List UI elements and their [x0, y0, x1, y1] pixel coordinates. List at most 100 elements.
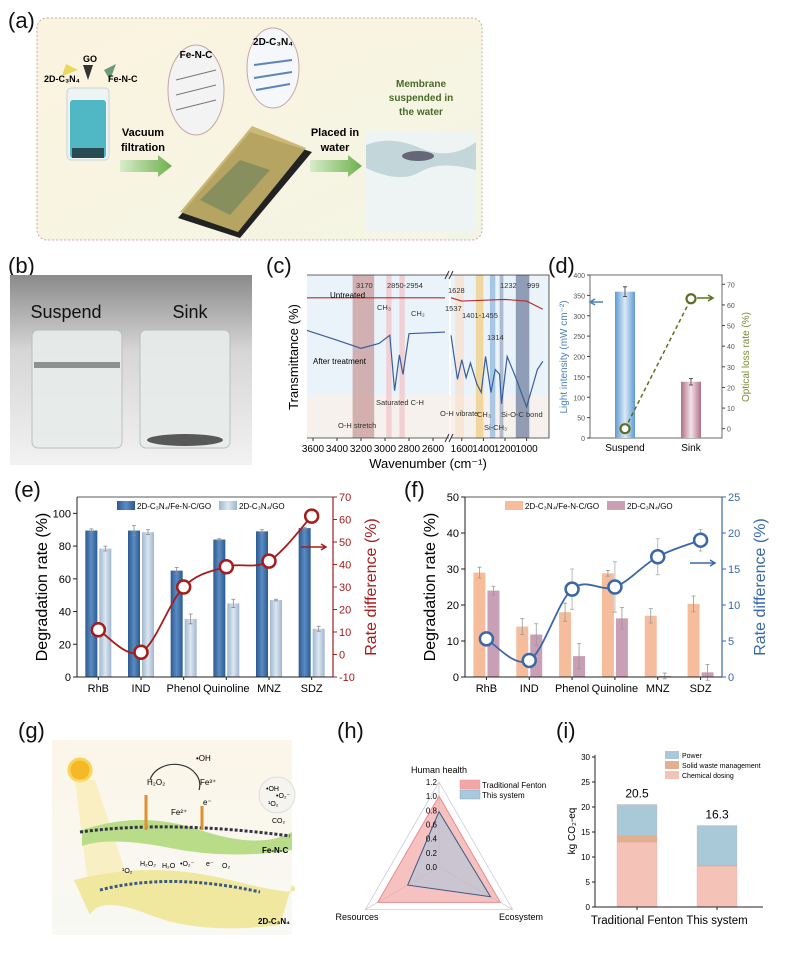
- optical-loss-line: [624, 298, 692, 430]
- spectrum-line-untreated: [450, 297, 544, 310]
- y-right-axis-label: Rate difference (%): [363, 518, 380, 656]
- bar-c3n4-fenc-go: [213, 539, 226, 677]
- axis-left-bottom: [76, 497, 333, 678]
- y-right-tick-label: 40: [727, 344, 735, 351]
- rate-difference-point: [650, 549, 666, 565]
- annotation-p1537: 1537: [445, 304, 462, 313]
- sunk-membrane: [147, 434, 223, 446]
- y-right-tick-label: -10: [339, 672, 355, 684]
- radial-tick-label: 0.2: [426, 849, 438, 858]
- y-right-tick-label: 60: [727, 303, 735, 310]
- legend-swatch: [665, 751, 679, 759]
- bar-light-intensity-suspend: [615, 291, 635, 438]
- legend-swatch: [459, 779, 481, 790]
- y-right-tick-label: 70: [727, 282, 735, 289]
- y-right-tick-label: 0: [339, 650, 345, 662]
- zoom-label-c3n4: 2D-C₃N₄: [253, 37, 293, 48]
- legend-label: Power: [682, 753, 703, 760]
- panel-label-f: (f): [404, 477, 425, 502]
- y-right-tick-label: 10: [727, 406, 735, 413]
- c3n4-lattice: [99, 879, 261, 894]
- bubble-1o2: ¹O₂: [268, 801, 279, 808]
- stacked-bar-power: [696, 825, 738, 866]
- y-left-tick-label: 100: [53, 508, 71, 520]
- low-h2o: H₂O: [162, 863, 176, 870]
- beaker-sink: [139, 329, 231, 449]
- y-right-tick-label: 20: [728, 528, 740, 540]
- panel-label-c: (c): [266, 253, 292, 278]
- annotation-p2850: 2850-2954: [387, 281, 423, 290]
- chart-h-radar: 0.0 0.2 0.4 0.6 0.8 1.0 1.2 Human health Resourc…: [335, 765, 546, 922]
- plot-frame: [589, 274, 723, 439]
- label-fe3: Fe³⁺: [200, 778, 216, 787]
- x-tick-label: 2600: [422, 444, 445, 455]
- membrane-flakes-shade: [200, 160, 270, 215]
- chart-f-degradation: 0 10 20 30 40 50 0 5 10 15 20 25 RhB IND Phenol Quinoli…: [422, 492, 769, 695]
- label-membrane-1: Membrane: [396, 79, 446, 90]
- y-right-tick-label: 0: [728, 672, 734, 684]
- axis-label-ecosystem: Ecosystem: [499, 912, 543, 922]
- legend-swatch: [607, 501, 625, 510]
- x-tick-label: This system: [686, 915, 747, 927]
- axis-label-human-health: Human health: [411, 765, 467, 775]
- error-bar: [648, 608, 653, 624]
- x-tick-label: 1200: [494, 444, 517, 455]
- rate-difference-point: [303, 508, 320, 524]
- annotation-sat_ch: Saturated C-H: [376, 398, 424, 407]
- error-bar: [103, 545, 108, 552]
- fenc-powder-icon: [104, 64, 116, 80]
- rate-difference-point: [564, 581, 580, 597]
- optical-loss-point: [685, 293, 697, 305]
- x-tick-label: RhB: [476, 683, 497, 695]
- y-left-axis-label: Light intensity (mW cm⁻²): [559, 300, 570, 413]
- rate-difference-point: [90, 622, 107, 638]
- legend-label: 2D-C₃N₄/GO: [239, 502, 285, 511]
- annotation-ch2: CH₂: [411, 309, 425, 318]
- y-left-tick-label: 10: [447, 636, 459, 648]
- error-bar: [146, 529, 150, 536]
- y-left-tick-label: 40: [59, 607, 71, 619]
- y-left-tick-label: 300: [573, 314, 585, 321]
- rate-difference-point: [218, 559, 235, 575]
- spectrum-line-after-treatment: [450, 335, 544, 409]
- annotation-p3170: 3170: [356, 281, 373, 290]
- panel-label-b: (b): [8, 253, 35, 278]
- x-tick-label: IND: [520, 683, 539, 695]
- y-left-tick-label: 200: [573, 355, 585, 362]
- error-bar: [577, 643, 582, 670]
- x-tick-label: 2800: [398, 444, 421, 455]
- bar-c3n4-go: [227, 603, 240, 677]
- y-left-tick-label: 0: [581, 436, 585, 443]
- beaker-suspend: [31, 329, 123, 449]
- low-e: e⁻: [206, 861, 214, 868]
- y-right-tick-label: 10: [728, 600, 740, 612]
- bar-c3n4-go: [615, 618, 628, 677]
- plot-frame: [307, 274, 550, 439]
- bar-c3n4-go: [487, 590, 500, 677]
- y-tick-label: 0: [586, 903, 591, 912]
- y-tick-label: 15: [581, 828, 590, 837]
- stacked-bar-solid-waste-management: [616, 835, 658, 843]
- label-fe2: Fe²⁺: [171, 808, 187, 817]
- spectrum-line-after-treatment: [306, 329, 446, 391]
- rate-difference-point: [521, 652, 537, 669]
- y-tick-label: 10: [581, 853, 590, 862]
- y-right-tick-label: 0: [727, 427, 731, 434]
- annotation-ch3_b: CH₃: [477, 410, 491, 419]
- c3n4-powder-icon: [62, 64, 78, 76]
- arrow-right-icon: [120, 155, 172, 177]
- error-bar: [619, 607, 624, 630]
- error-bar: [260, 529, 264, 534]
- arrow-right-icon: [690, 559, 717, 567]
- panel-a-schematic: 2D-C₃N₄ GO Fe-N-C Vacuum filtration Fe-N…: [36, 17, 483, 241]
- y-left-tick-label: 60: [59, 574, 71, 586]
- fenton-cycle-arrow: [149, 763, 201, 791]
- ros-bubble: [258, 776, 296, 814]
- absorption-band: [386, 275, 392, 438]
- x-tick-label: 3400: [326, 444, 349, 455]
- bar-c3n4-fenc-go: [170, 570, 183, 677]
- panel-b-photo: Suspend Sink: [10, 275, 252, 465]
- fenc-lattice: [79, 825, 291, 838]
- legend-swatch: [665, 761, 679, 769]
- error-bar: [217, 538, 222, 541]
